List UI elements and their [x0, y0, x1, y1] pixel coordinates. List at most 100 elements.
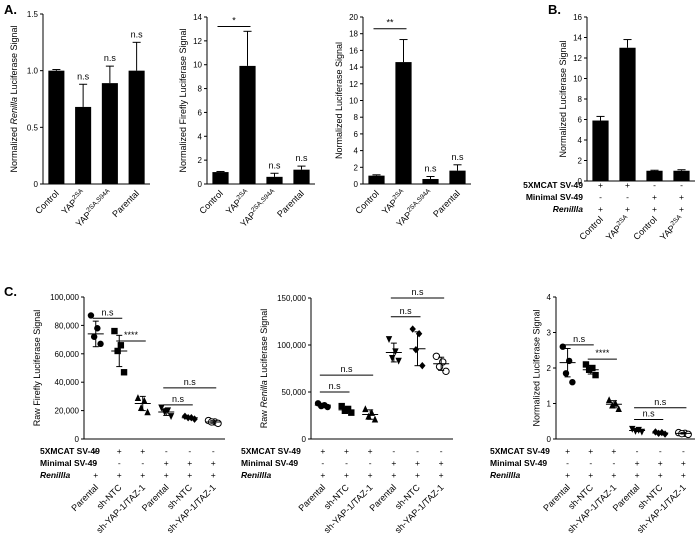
- row-sign-6-1-4: +: [658, 458, 663, 468]
- row-sign-3-1-0: -: [599, 192, 602, 202]
- x-tick-text: Control: [33, 188, 61, 216]
- y-tick-label-5-1: 50,000: [282, 388, 307, 397]
- bar-0-3: [128, 70, 145, 184]
- y-tick-label-5-3: 150,000: [277, 294, 306, 303]
- row-sign-6-0-0: +: [565, 446, 570, 456]
- y-tick-label-6-4: 4: [547, 293, 552, 302]
- row-label-6-2: Renillla: [490, 470, 521, 480]
- data-point-6-4-0: [652, 428, 659, 436]
- row-sign-5-2-2: +: [368, 470, 373, 480]
- significance-label-5-2: n.s: [400, 306, 413, 316]
- y-axis-label-4: Raw Firefly Luciferase Signal: [32, 310, 42, 427]
- bar-3-1: [619, 47, 636, 181]
- y-tick-label-3-2: 4: [578, 136, 583, 145]
- y-axis-label-part: Renilla: [9, 97, 19, 125]
- significance-label-6-2: n.s: [643, 408, 656, 418]
- row-sign-5-2-0: +: [320, 470, 325, 480]
- y-tick-label-1-5: 10: [193, 61, 202, 70]
- y-axis-label-part: Renilla: [259, 380, 269, 408]
- x-tick-superscript: 2SA: [71, 187, 85, 201]
- row-sign-6-2-3: +: [635, 470, 640, 480]
- y-tick-label-4-3: 60,000: [55, 350, 80, 359]
- row-label-3-0: 5XMCAT SV-49: [523, 180, 583, 190]
- data-point-4-1-1: [117, 342, 125, 349]
- data-point-6-0-3: [569, 379, 576, 386]
- y-tick-label-4-2: 40,000: [55, 378, 80, 387]
- y-tick-label-3-7: 14: [573, 34, 582, 43]
- bar-3-2: [646, 170, 663, 181]
- x-tick-superscript: 2SA,S94A: [250, 187, 277, 214]
- x-tick-text: Parental: [110, 188, 141, 219]
- row-sign-6-0-2: +: [611, 446, 616, 456]
- data-point-4-0-1: [94, 325, 101, 332]
- row-sign-3-0-1: +: [625, 180, 630, 190]
- data-point-5-3-2: [389, 354, 396, 362]
- data-point-6-0-2: [562, 370, 570, 377]
- bar-1-0: [212, 172, 229, 184]
- y-tick-label-2-8: 16: [349, 46, 358, 55]
- significance-label-0-1: n.s: [104, 53, 117, 63]
- significance-label-0-2: n.s: [131, 29, 144, 39]
- y-tick-label-1-0: 0: [198, 180, 203, 189]
- row-sign-5-2-3: +: [391, 470, 396, 480]
- row-sign-4-2-5: +: [211, 470, 216, 480]
- significance-label-6-1: ****: [595, 348, 610, 358]
- y-axis-label-part: Normalized: [9, 125, 19, 173]
- x-tick-text: Parental: [275, 188, 306, 219]
- row-label-5-0: 5XMCAT SV-49: [241, 446, 301, 456]
- y-axis-label-part: Raw Firefly Luciferase Signal: [32, 310, 42, 427]
- significance-label-1-2: n.s: [295, 153, 308, 163]
- x-tick-text: Control: [353, 188, 381, 216]
- x-tick-label-3-1: YAP2SA: [603, 213, 632, 242]
- row-label-5-1: Minimal SV-49: [241, 458, 298, 468]
- data-point-5-2-0: [362, 405, 369, 413]
- data-point-4-0-2: [90, 333, 98, 340]
- row-sign-6-0-5: -: [682, 446, 685, 456]
- row-sign-3-2-2: +: [652, 204, 657, 214]
- x-tick-superscript: 2SA,S94A: [85, 187, 112, 214]
- row-sign-6-1-2: -: [612, 458, 615, 468]
- x-tick-text: Parental: [69, 482, 100, 513]
- data-point-4-2-1: [141, 396, 148, 404]
- data-point-6-3-0: [629, 425, 636, 433]
- y-axis-label-5: Raw Renilla Luciferase Signal: [259, 309, 269, 429]
- y-tick-label-3-8: 16: [573, 13, 582, 22]
- row-sign-3-0-3: -: [680, 180, 683, 190]
- bar-0-0: [48, 70, 65, 184]
- significance-label-5-0: n.s: [329, 381, 342, 391]
- y-axis-label-part: Normalized Firefly Luciferase Signal: [178, 28, 188, 172]
- bar-2-3: [449, 170, 466, 184]
- row-sign-4-1-1: -: [118, 458, 121, 468]
- significance-label-2-0: **: [386, 18, 394, 28]
- x-tick-label-2-3: Parental: [431, 188, 462, 219]
- y-axis-label-6: Normalized Luciferase Signal: [531, 309, 541, 426]
- data-point-4-3-3: [167, 413, 175, 420]
- x-tick-label-0-3: Parental: [110, 188, 141, 219]
- significance-label-4-3: n.s: [184, 377, 197, 387]
- significance-label-1-0: *: [232, 16, 236, 26]
- data-point-6-2-3: [615, 405, 622, 413]
- significance-label-6-0: n.s: [573, 334, 586, 344]
- data-point-5-4-2: [412, 346, 420, 354]
- x-tick-text: Parental: [296, 482, 327, 513]
- y-tick-label-2-7: 14: [349, 63, 358, 72]
- row-label-5-2: Renillla: [241, 470, 272, 480]
- x-tick-label-6-0: Parental: [541, 482, 572, 513]
- y-tick-label-2-3: 6: [354, 130, 359, 139]
- data-point-4-1-3: [120, 369, 128, 376]
- row-sign-5-2-4: +: [415, 470, 420, 480]
- y-tick-label-1-7: 14: [193, 13, 202, 22]
- row-sign-4-0-4: -: [188, 446, 191, 456]
- data-point-5-3-1: [392, 348, 399, 356]
- data-point-5-5-3: [442, 367, 450, 376]
- x-tick-label-1-0: Control: [197, 188, 225, 216]
- y-tick-label-1-2: 4: [198, 132, 203, 141]
- y-tick-label-1-4: 8: [198, 85, 203, 94]
- row-sign-4-2-4: +: [187, 470, 192, 480]
- y-tick-label-6-3: 3: [547, 329, 552, 338]
- row-sign-6-2-5: +: [681, 470, 686, 480]
- y-tick-label-3-4: 8: [578, 95, 583, 104]
- row-sign-6-1-5: +: [681, 458, 686, 468]
- y-tick-label-1-3: 6: [198, 108, 203, 117]
- x-tick-label-0-0: Control: [33, 188, 61, 216]
